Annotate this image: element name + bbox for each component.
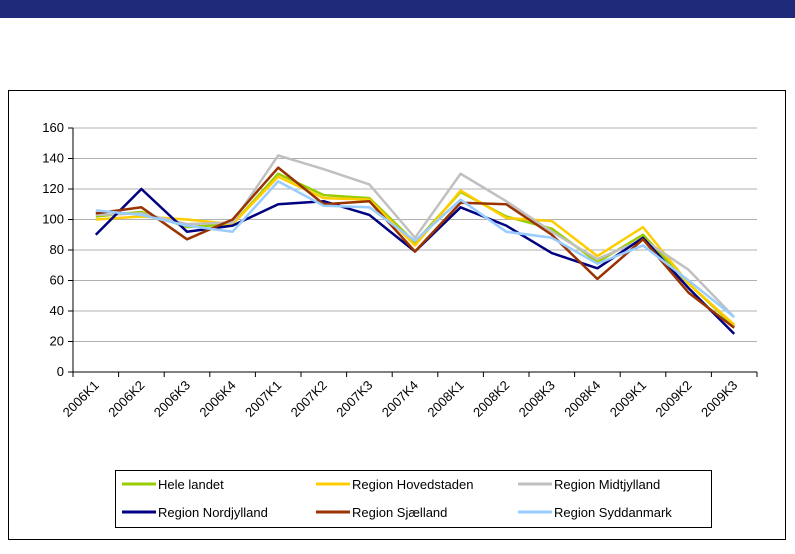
legend-label: Region Midtjylland [554, 477, 660, 492]
legend [115, 470, 712, 528]
y-tick-label: 60 [50, 273, 64, 288]
chart-border [8, 90, 786, 540]
series-line [95, 154, 736, 318]
series-line [95, 180, 735, 319]
y-tick-label: 80 [50, 242, 64, 257]
y-tick-label: 160 [42, 120, 64, 135]
legend-label: Region Syddanmark [554, 505, 672, 520]
y-tick-label: 100 [42, 212, 64, 227]
top-band [0, 0, 795, 18]
series-line [95, 175, 736, 326]
y-tick-label: 0 [57, 364, 64, 379]
y-tick-label: 40 [50, 303, 64, 318]
legend-label: Region Sjælland [352, 505, 447, 520]
series-line [95, 172, 736, 328]
y-tick-label: 120 [42, 181, 64, 196]
legend-label: Region Nordjylland [158, 505, 268, 520]
legend-label: Region Hovedstaden [352, 477, 473, 492]
y-tick-label: 20 [50, 334, 64, 349]
y-tick-label: 140 [42, 151, 64, 166]
legend-label: Hele landet [158, 477, 224, 492]
